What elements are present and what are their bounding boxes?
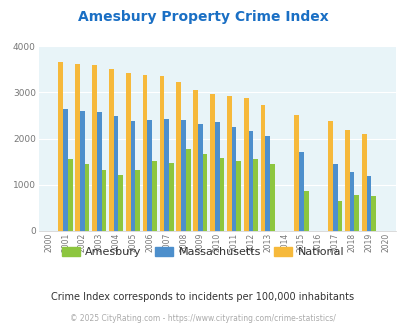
Text: © 2025 CityRating.com - https://www.cityrating.com/crime-statistics/: © 2025 CityRating.com - https://www.city… [70, 314, 335, 323]
Bar [159, 76, 164, 231]
Bar [147, 120, 152, 231]
Bar [344, 130, 349, 231]
Text: Crime Index corresponds to incidents per 100,000 inhabitants: Crime Index corresponds to incidents per… [51, 292, 354, 302]
Bar [231, 127, 236, 231]
Bar [332, 164, 337, 231]
Bar [126, 73, 130, 231]
Bar [214, 122, 219, 231]
Bar [185, 149, 190, 231]
Bar [118, 175, 123, 231]
Bar [226, 96, 231, 231]
Bar [168, 163, 173, 231]
Bar [68, 159, 72, 231]
Bar [92, 65, 97, 231]
Legend: Amesbury, Massachusetts, National: Amesbury, Massachusetts, National [58, 243, 347, 262]
Text: Amesbury Property Crime Index: Amesbury Property Crime Index [77, 10, 328, 24]
Bar [248, 131, 253, 231]
Bar [135, 171, 140, 231]
Bar [101, 170, 106, 231]
Bar [354, 194, 358, 231]
Bar [80, 111, 85, 231]
Bar [349, 172, 354, 231]
Bar [219, 157, 224, 231]
Bar [109, 69, 113, 231]
Bar [85, 164, 89, 231]
Bar [97, 112, 101, 231]
Bar [210, 94, 214, 231]
Bar [152, 161, 156, 231]
Bar [75, 64, 80, 231]
Bar [181, 120, 185, 231]
Bar [58, 62, 63, 231]
Bar [337, 201, 341, 231]
Bar [303, 191, 308, 231]
Bar [366, 176, 370, 231]
Bar [361, 134, 366, 231]
Bar [130, 121, 135, 231]
Bar [113, 116, 118, 231]
Bar [327, 120, 332, 231]
Bar [202, 154, 207, 231]
Bar [298, 152, 303, 231]
Bar [370, 196, 375, 231]
Bar [265, 136, 269, 231]
Bar [243, 98, 248, 231]
Bar [193, 90, 198, 231]
Bar [294, 115, 298, 231]
Bar [253, 159, 257, 231]
Bar [176, 82, 181, 231]
Bar [143, 75, 147, 231]
Bar [269, 164, 274, 231]
Bar [260, 105, 265, 231]
Bar [236, 161, 241, 231]
Bar [198, 124, 202, 231]
Bar [164, 119, 168, 231]
Bar [63, 110, 68, 231]
